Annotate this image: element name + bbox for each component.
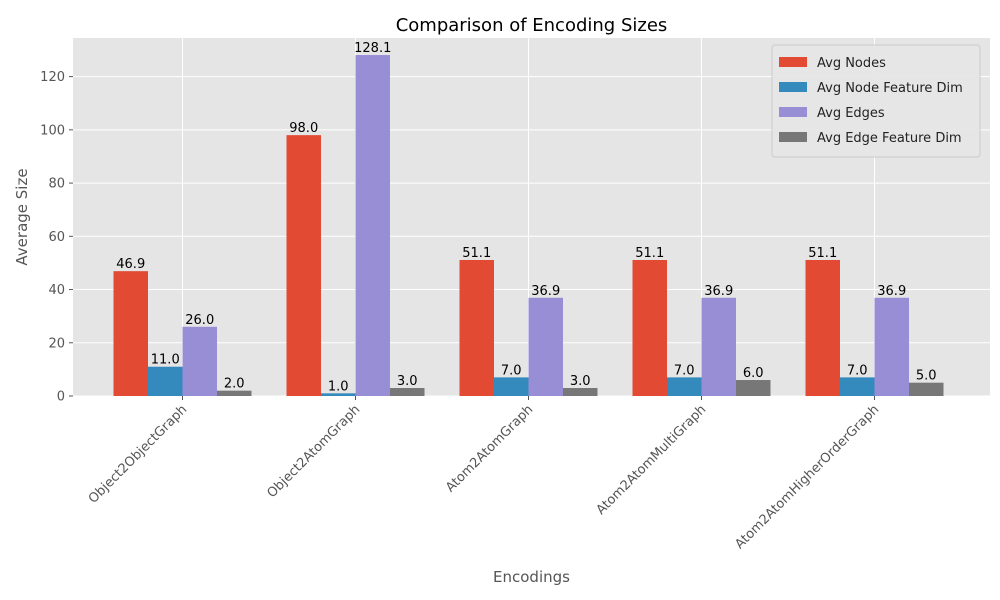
legend-box: [771, 44, 981, 158]
bar: [355, 55, 390, 396]
legend-swatch: [779, 82, 807, 92]
legend-swatch: [779, 132, 807, 142]
chart-title: Comparison of Encoding Sizes: [396, 15, 668, 36]
x-axis: Object2ObjectGraph Object2AtomGraph Atom2A…: [86, 396, 882, 552]
bar: [217, 390, 252, 396]
bar-value-label: 11.0: [151, 353, 180, 368]
bar: [874, 297, 909, 396]
y-tick-label: 80: [48, 177, 65, 192]
bar: [390, 388, 425, 396]
bar-value-label: 51.1: [635, 246, 664, 261]
y-tick-label: 100: [40, 123, 65, 138]
bar-value-label: 6.0: [743, 366, 764, 381]
bar: [459, 259, 494, 396]
x-axis-title: Encodings: [493, 568, 570, 586]
bar: [321, 393, 356, 396]
bar: [736, 380, 771, 396]
y-tick-label: 0: [57, 390, 65, 405]
bar-value-label: 7.0: [501, 363, 522, 378]
bar: [148, 366, 183, 396]
bar-value-label: 128.1: [354, 41, 391, 56]
bar-value-label: 46.9: [116, 257, 145, 272]
y-axis: 0 20 40 60 80 100 120: [40, 70, 73, 405]
bar-value-label: 7.0: [847, 363, 868, 378]
x-tick-label: Object2AtomGraph: [264, 402, 363, 501]
bar-value-label: 36.9: [704, 284, 733, 299]
x-tick-label: Atom2AtomMultiGraph: [594, 402, 710, 518]
bar: [113, 271, 148, 396]
y-tick-label: 60: [48, 230, 65, 245]
x-tick-label: Atom2AtomHigherOrderGraph: [732, 402, 882, 552]
bar: [667, 377, 702, 396]
bar: [563, 388, 598, 396]
legend-swatch: [779, 57, 807, 67]
x-tick-label: Atom2AtomGraph: [443, 402, 536, 495]
y-tick-label: 120: [40, 70, 65, 85]
bar: [840, 377, 875, 396]
bar: [909, 382, 944, 396]
bar: [494, 377, 529, 396]
bar-value-label: 3.0: [570, 374, 591, 389]
bar-value-label: 36.9: [531, 284, 560, 299]
bar-value-label: 98.0: [289, 121, 318, 136]
y-axis-title: Average Size: [13, 168, 31, 265]
legend-entry: Avg Edge Feature Dim: [817, 131, 962, 146]
data-labels: 46.9 98.0 51.1 51.1 51.1 11.0 1.0 7.0 7.0 7.0 26.0…: [116, 41, 936, 394]
bar: [632, 259, 667, 396]
bar-value-label: 2.0: [224, 377, 245, 392]
legend: Avg Nodes Avg Node Feature Dim Avg Edges Av…: [771, 44, 981, 158]
bar: [182, 326, 217, 396]
bar-value-label: 51.1: [808, 246, 837, 261]
bar: [286, 135, 321, 397]
legend-swatch: [779, 107, 807, 117]
legend-entry: Avg Node Feature Dim: [817, 81, 963, 96]
bar-value-label: 3.0: [397, 374, 418, 389]
bars: [113, 55, 944, 397]
bar: [701, 297, 736, 396]
bar: [805, 259, 840, 396]
y-tick-label: 40: [48, 283, 65, 298]
legend-entry: Avg Edges: [817, 106, 885, 121]
bar-value-label: 7.0: [674, 363, 695, 378]
legend-entry: Avg Nodes: [817, 56, 886, 71]
bar-value-label: 5.0: [916, 369, 937, 384]
bar: [528, 297, 563, 396]
y-tick-label: 20: [48, 336, 65, 351]
bar-value-label: 1.0: [328, 379, 349, 394]
bar-value-label: 51.1: [462, 246, 491, 261]
bar-value-label: 26.0: [185, 313, 214, 328]
bar-value-label: 36.9: [877, 284, 906, 299]
x-tick-label: Object2ObjectGraph: [86, 402, 191, 507]
